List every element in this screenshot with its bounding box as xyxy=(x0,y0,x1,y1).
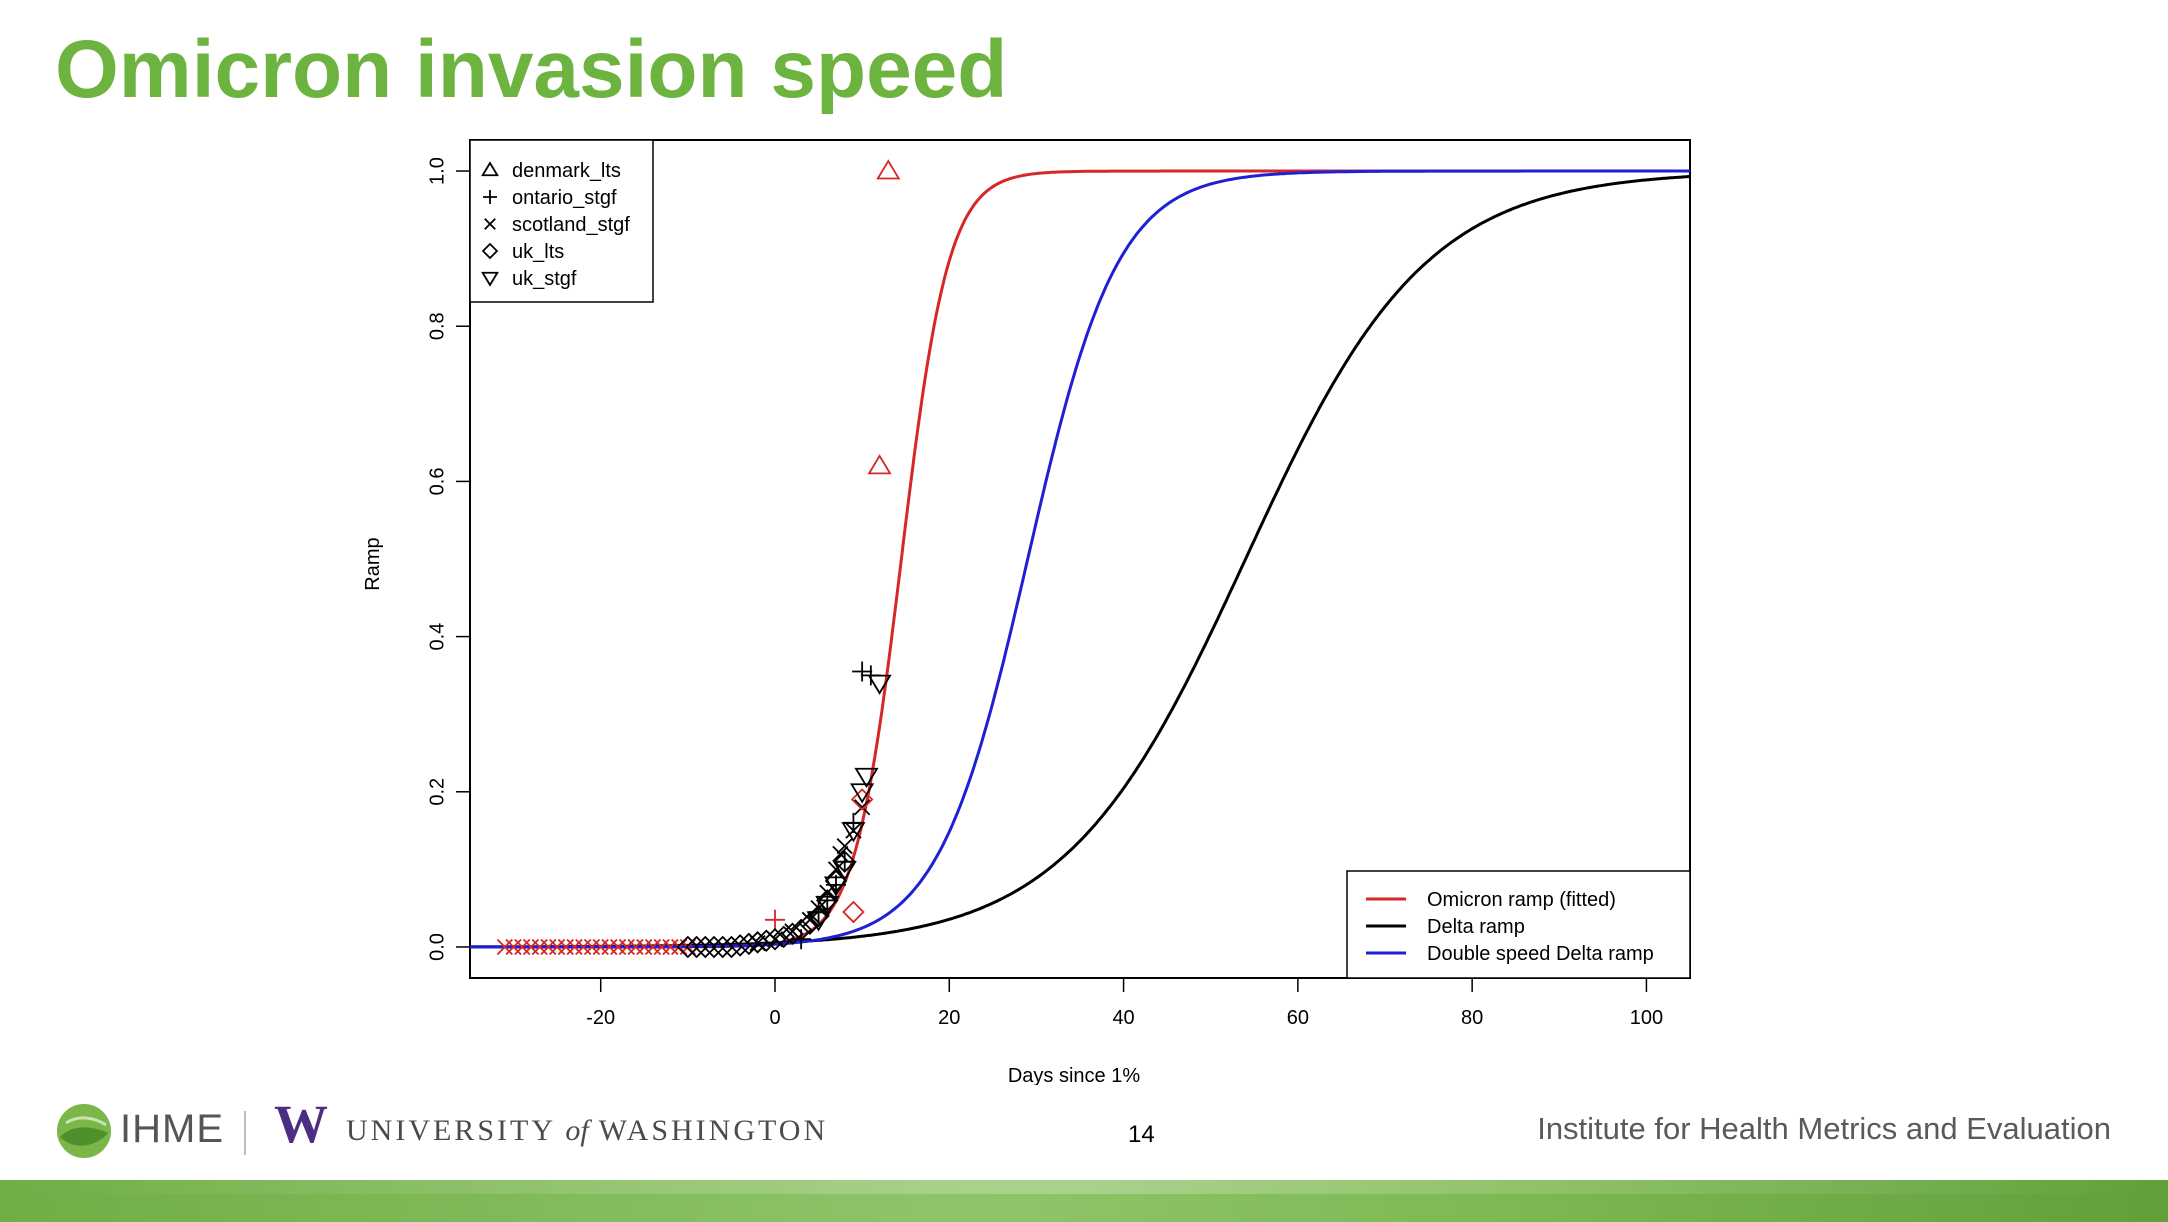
y-tick-label: 0.2 xyxy=(426,778,448,806)
point-denmark-lts xyxy=(867,454,892,475)
point-scotland-stgf xyxy=(583,938,601,956)
point-denmark-lts xyxy=(876,159,901,180)
point-scotland-stgf xyxy=(671,938,688,956)
point-uk-lts xyxy=(842,900,865,924)
point-scotland-stgf xyxy=(644,938,662,956)
legend-label-double-speed-delta-ramp: Double speed Delta ramp xyxy=(1427,943,1654,965)
point-uk-lts xyxy=(685,935,708,959)
legend-label-uk-lts: uk_lts xyxy=(512,241,564,263)
legend-label-denmark-lts: denmark_lts xyxy=(512,160,621,182)
institute-name: Institute for Health Metrics and Evaluat… xyxy=(1537,1111,2111,1146)
point-uk-stgf xyxy=(867,674,892,695)
point-scotland-stgf xyxy=(832,845,849,862)
x-tick-label: 80 xyxy=(1461,1007,1483,1029)
point-uk-lts xyxy=(772,925,795,949)
point-uk-stgf xyxy=(841,822,866,843)
point-legend: denmark_lts ontario_stgf scotland_stgf uk_l… xyxy=(469,139,654,303)
point-scotland-stgf xyxy=(514,938,531,956)
point-scotland-stgf xyxy=(557,938,574,956)
legend-marker-uk-lts xyxy=(481,242,499,260)
legend-marker-denmark-lts xyxy=(481,161,499,177)
point-uk-lts xyxy=(798,912,822,935)
point-ontario-stgf xyxy=(765,909,785,930)
point-scotland-stgf xyxy=(549,938,566,956)
legend-label-omicron-ramp-fitted-: Omicron ramp (fitted) xyxy=(1427,889,1616,911)
point-uk-lts xyxy=(781,922,804,946)
university-name: UNIVERSITY of WASHINGTON xyxy=(346,1114,828,1148)
point-scotland-stgf xyxy=(836,837,853,855)
y-tick-label: 0.8 xyxy=(426,312,448,340)
x-tick-label: 100 xyxy=(1630,1007,1663,1029)
y-tick-label: 1.0 xyxy=(426,157,448,185)
legend-label-scotland-stgf: scotland_stgf xyxy=(512,214,630,236)
x-tick-label: 40 xyxy=(1112,1007,1134,1029)
point-scotland-stgf xyxy=(531,938,548,956)
y-axis-label: Ramp xyxy=(362,537,384,590)
point-scotland-stgf xyxy=(618,938,635,956)
y-tick-label: 0.0 xyxy=(426,933,448,961)
university-name-post: WASHINGTON xyxy=(588,1114,829,1147)
legend-marker-uk-stgf xyxy=(481,271,499,287)
point-uk-lts xyxy=(702,935,726,959)
point-uk-stgf xyxy=(823,876,849,897)
point-scotland-stgf xyxy=(592,938,609,956)
point-uk-lts xyxy=(850,788,874,811)
point-uk-lts xyxy=(755,929,778,953)
point-scotland-stgf xyxy=(627,938,644,956)
point-uk-lts xyxy=(763,927,787,951)
uw-logo-mark: W xyxy=(274,1094,328,1154)
legend-label-delta-ramp: Delta ramp xyxy=(1427,916,1525,938)
y-tick-label: 0.4 xyxy=(426,623,448,651)
slide-title: Omicron invasion speed xyxy=(55,24,1008,115)
point-uk-stgf xyxy=(850,783,875,804)
point-scotland-stgf xyxy=(540,938,557,956)
page-number: 14 xyxy=(1128,1121,1155,1148)
x-tick-label: 20 xyxy=(938,1007,960,1029)
x-axis-label: Days since 1% xyxy=(1008,1065,1140,1085)
point-uk-lts xyxy=(711,935,734,959)
point-scotland-stgf xyxy=(601,938,618,956)
point-uk-lts xyxy=(789,918,813,942)
footer-divider xyxy=(244,1111,246,1155)
point-uk-lts xyxy=(833,850,856,873)
point-uk-lts xyxy=(676,935,700,959)
legend-label-ontario-stgf: ontario_stgf xyxy=(512,187,617,209)
x-tick-label: 60 xyxy=(1287,1007,1309,1029)
ihme-label: IHME xyxy=(120,1107,224,1151)
ramp-chart: -20 0 20 40 60 80 100 0.0 0.2 0.4 0.6 0.8 1.0 Days si… xyxy=(362,139,1691,1085)
legend-marker-ontario-stgf xyxy=(483,190,497,204)
footer-band xyxy=(0,1180,2168,1222)
point-scotland-stgf xyxy=(653,938,670,956)
point-scotland-stgf xyxy=(662,938,679,956)
point-ontario-stgf xyxy=(852,661,873,682)
point-uk-lts xyxy=(694,935,717,959)
point-legend-box xyxy=(469,139,654,303)
footer: IHME W UNIVERSITY of WASHINGTON 14 Insti… xyxy=(0,1085,2168,1175)
point-scotland-stgf xyxy=(845,822,862,839)
point-scotland-stgf xyxy=(854,799,871,816)
series-line-double-speed-delta-ramp xyxy=(470,169,1690,949)
point-scotland-stgf xyxy=(522,938,540,956)
point-scotland-stgf xyxy=(566,938,583,956)
point-scotland-stgf xyxy=(610,938,627,956)
point-uk-stgf xyxy=(806,911,831,932)
y-tick-label: 0.6 xyxy=(426,468,448,496)
point-uk-stgf xyxy=(815,895,840,917)
university-name-of: of xyxy=(565,1114,589,1147)
legend-label-uk-stgf: uk_stgf xyxy=(512,268,577,290)
point-uk-stgf xyxy=(854,767,879,789)
point-scotland-stgf xyxy=(505,938,522,956)
point-uk-stgf xyxy=(832,860,857,882)
legend-marker-scotland-stgf xyxy=(484,218,496,230)
point-scotland-stgf xyxy=(575,938,592,956)
line-legend: Omicron ramp (fitted) Delta ramp Double sp… xyxy=(1346,870,1691,979)
point-scotland-stgf xyxy=(496,938,513,956)
point-scotland-stgf xyxy=(636,938,653,956)
ihme-leaf-icon xyxy=(57,1104,111,1158)
plot-frame xyxy=(469,139,1691,979)
university-name-pre: UNIVERSITY xyxy=(346,1114,566,1147)
x-tick-label: 0 xyxy=(769,1007,780,1029)
x-tick-label: -20 xyxy=(586,1007,615,1029)
